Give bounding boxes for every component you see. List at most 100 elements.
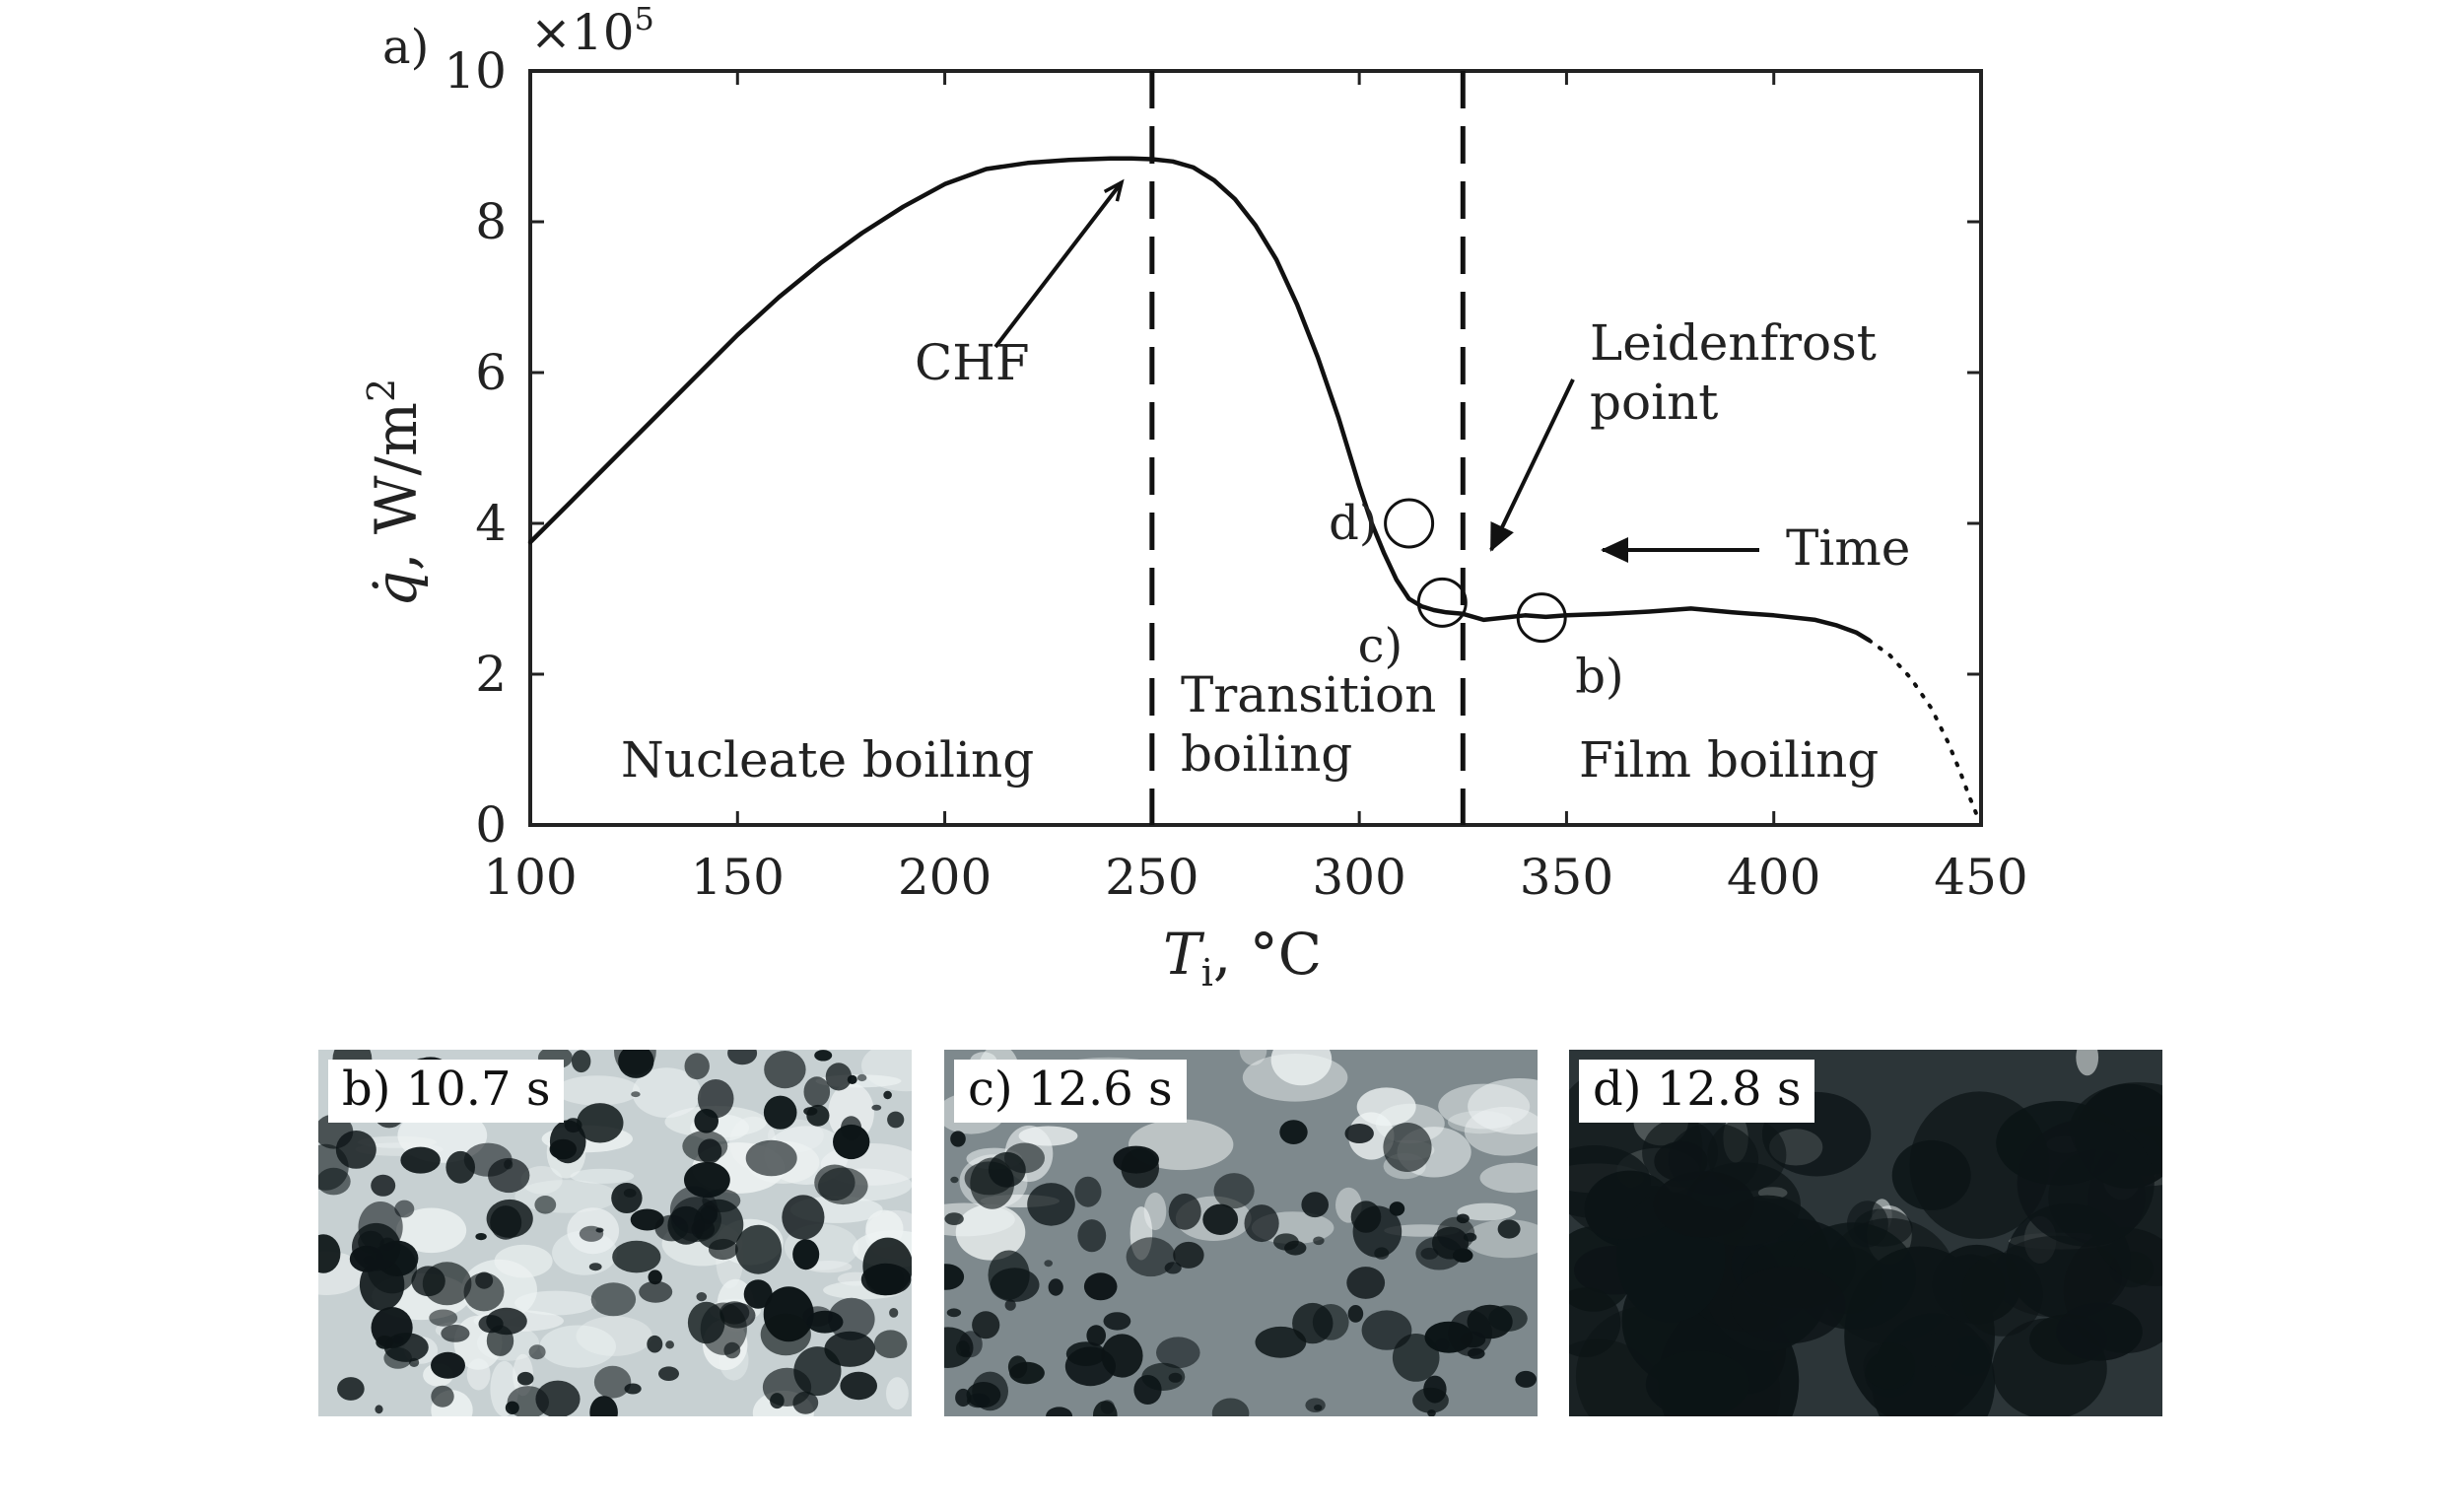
- photo-bubble: [1113, 1145, 1159, 1174]
- x-tick-label: 200: [898, 849, 992, 906]
- photo-bubble: [1168, 1372, 1183, 1383]
- photo-bubble: [463, 1142, 513, 1177]
- photo-highlight: [1479, 1162, 1538, 1194]
- photo-bubble: [792, 1239, 820, 1270]
- photo-bubble: [1569, 1287, 1621, 1357]
- y-multiplier-times: ×10: [530, 4, 635, 61]
- photo-bubble: [1156, 1337, 1200, 1369]
- photo-bubble: [1273, 1233, 1299, 1251]
- axes: [528, 69, 1983, 827]
- photo-bubble: [944, 1264, 965, 1290]
- photo-bubble: [708, 1238, 738, 1261]
- photo-bubble: [743, 1279, 773, 1309]
- photo-bubble: [400, 1146, 441, 1174]
- photo-bubble: [1420, 1247, 1439, 1260]
- photo-bubble: [803, 1076, 831, 1108]
- photo-bubble: [528, 1344, 546, 1360]
- y-tick-label: 2: [475, 646, 507, 703]
- photo-bubble: [887, 1111, 905, 1129]
- photo-bubble: [840, 1371, 877, 1401]
- sample-marker-label: c): [1358, 618, 1403, 673]
- photo-bubble: [1352, 1205, 1403, 1258]
- photo-bubble: [687, 1301, 725, 1344]
- y-axis-label-var: q̇: [363, 571, 430, 607]
- photo-bubble: [698, 1138, 722, 1164]
- photo-bubble: [1515, 1370, 1537, 1388]
- photo-c: c) 12.6 s: [944, 1050, 1538, 1416]
- marker-layer: d) c) b): [1329, 496, 1623, 705]
- photo-highlight: [886, 1377, 909, 1410]
- sample-marker: [1416, 577, 1468, 628]
- y-tick-label: 6: [475, 344, 507, 401]
- photo-highlight: [1143, 1192, 1167, 1231]
- sample-marker-label: d): [1329, 496, 1377, 551]
- photo-highlight: [520, 1166, 563, 1195]
- photo-bubble: [371, 1307, 413, 1348]
- photo-bubble: [763, 1095, 797, 1130]
- photo-highlight: [1270, 1050, 1333, 1086]
- panel-label: a): [382, 20, 429, 75]
- series-layer: [527, 156, 1981, 824]
- photo-bubble: [1731, 1266, 1846, 1344]
- photo-highlight: [514, 1290, 597, 1316]
- photo-bubble: [1919, 1332, 1960, 1368]
- photo-bubble: [612, 1240, 661, 1273]
- photo-bubble: [1101, 1334, 1143, 1378]
- photo-bubble: [535, 1380, 581, 1416]
- photo-c-image: [944, 1050, 1538, 1416]
- photo-d: d) 12.8 s: [1569, 1050, 2162, 1416]
- photo-bubble: [770, 1393, 785, 1409]
- photo-bubble: [1048, 1278, 1063, 1296]
- photo-bubble: [631, 1091, 641, 1098]
- photo-bubble: [1103, 1312, 1131, 1331]
- photo-bubble: [1383, 1123, 1432, 1172]
- heat-flux-chart: a) ×105 100 150 200 250 300 350 400 4500246810 …: [360, 0, 2028, 995]
- photo-bubble: [760, 1313, 811, 1356]
- photo-bubble: [1168, 1193, 1201, 1230]
- photo-bubble: [478, 1315, 504, 1334]
- photo-bubble: [614, 1050, 656, 1075]
- photo-c-label: c) 12.6 s: [954, 1060, 1187, 1123]
- photo-bubble: [475, 1233, 487, 1241]
- photo-bubble: [429, 1309, 458, 1327]
- y-axis-label: q̇, W/m2: [360, 378, 430, 607]
- photo-bubble: [549, 1120, 586, 1164]
- y-multiplier: ×105: [530, 0, 654, 61]
- photo-highlight: [2076, 1050, 2099, 1076]
- photo-highlight: [358, 1135, 437, 1148]
- x-tick-label: 250: [1105, 849, 1198, 906]
- photo-bubble: [802, 1306, 833, 1327]
- photo-bubble: [1374, 1247, 1390, 1260]
- photo-bubble: [1100, 1400, 1115, 1414]
- photo-bubble: [1392, 1334, 1440, 1382]
- photo-bubble: [1173, 1241, 1204, 1269]
- photo-bubble: [505, 1401, 519, 1414]
- photo-bubble: [745, 1139, 797, 1177]
- photo-bubble: [2056, 1302, 2143, 1361]
- photo-bubble: [463, 1272, 505, 1312]
- heat-flux-line: [527, 156, 1872, 643]
- photo-bubble: [1707, 1118, 1787, 1192]
- photo-highlight: [396, 1207, 467, 1254]
- photo-bubble: [1344, 1124, 1374, 1143]
- photo-highlight: [570, 1168, 635, 1184]
- photo-bubble: [572, 1050, 591, 1073]
- x-tick-label: 400: [1727, 849, 1820, 906]
- photo-bubble: [337, 1377, 365, 1401]
- photo-bubble: [950, 1131, 966, 1147]
- film-boiling-label: Film boiling: [1579, 731, 1879, 789]
- photo-bubble: [593, 1365, 632, 1399]
- photo-bubble: [966, 1393, 991, 1408]
- photo-bubble: [648, 1270, 662, 1285]
- x-axis-label-var: T: [1163, 921, 1205, 988]
- photo-d-label: d) 12.8 s: [1579, 1060, 1815, 1123]
- y-tick-label: 4: [475, 495, 507, 552]
- photo-bubble: [1389, 1201, 1405, 1216]
- y-tick-label: 10: [444, 42, 507, 100]
- photo-bubble: [1202, 1203, 1239, 1235]
- photo-bubble: [1007, 1355, 1028, 1379]
- regime-boundaries: [1149, 71, 1466, 825]
- y-axis-label-unit: , W/m: [363, 402, 430, 571]
- photo-bubble: [669, 1186, 719, 1234]
